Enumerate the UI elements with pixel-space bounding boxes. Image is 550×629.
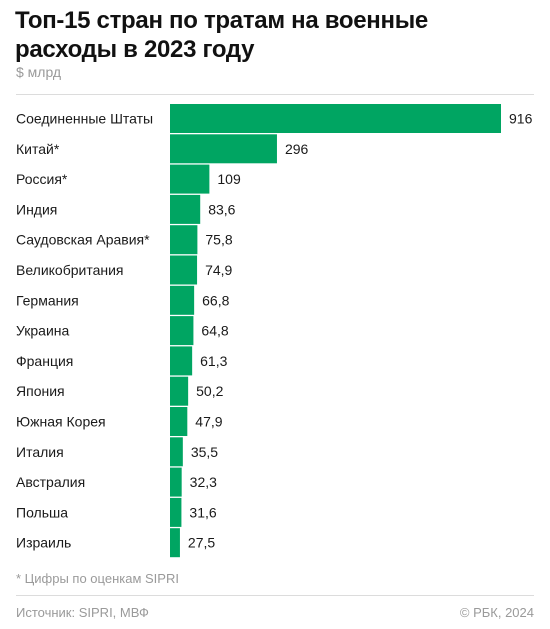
bar	[170, 285, 195, 315]
source-text: Источник: SIPRI, МВФ	[16, 605, 149, 620]
category-label: Израиль	[16, 535, 71, 551]
bar	[170, 346, 193, 376]
bar	[170, 528, 180, 558]
bar	[170, 134, 277, 164]
bar	[170, 104, 501, 133]
bottom-divider	[16, 595, 534, 596]
bar	[170, 497, 182, 527]
copyright-text: © РБК, 2024	[459, 605, 534, 620]
category-label: Германия	[16, 292, 79, 308]
unit-label: $ млрд	[16, 64, 62, 80]
category-label: Франция	[16, 353, 73, 369]
category-label: Южная Корея	[16, 414, 106, 430]
value-label: 31,6	[189, 504, 216, 520]
category-label: Япония	[16, 383, 65, 399]
bar	[170, 164, 210, 194]
value-label: 916	[509, 111, 533, 127]
category-label: Польша	[16, 504, 68, 520]
value-label: 32,3	[190, 474, 217, 490]
value-label: 64,8	[201, 323, 228, 339]
value-label: 35,5	[191, 444, 218, 460]
category-label: Великобритания	[16, 262, 124, 278]
category-label: Италия	[16, 444, 64, 460]
category-label: Россия*	[16, 171, 68, 187]
value-label: 75,8	[205, 232, 232, 248]
value-label: 66,8	[202, 292, 229, 308]
bar	[170, 407, 188, 436]
bar	[170, 316, 194, 346]
footnote: * Цифры по оценкам SIPRI	[16, 571, 179, 586]
value-label: 50,2	[196, 383, 223, 399]
chart-title: Топ-15 стран по тратам на военные расход…	[15, 7, 428, 63]
bar	[170, 194, 201, 224]
category-label: Австралия	[16, 474, 85, 490]
value-label: 27,5	[188, 535, 215, 551]
bar	[170, 467, 182, 497]
category-label: Украина	[16, 323, 70, 339]
value-label: 47,9	[195, 414, 222, 430]
category-label: Соединенные Штаты	[16, 111, 153, 127]
bar	[170, 255, 198, 285]
bar	[170, 376, 189, 406]
value-label: 83,6	[208, 201, 235, 217]
value-label: 74,9	[205, 262, 232, 278]
bar	[170, 437, 183, 467]
category-label: Китай*	[16, 141, 60, 157]
top-divider	[16, 94, 534, 95]
bar	[170, 225, 198, 255]
category-label: Индия	[16, 201, 57, 217]
value-label: 296	[285, 141, 309, 157]
value-label: 61,3	[200, 353, 227, 369]
value-label: 109	[217, 171, 241, 187]
category-label: Саудовская Аравия*	[16, 232, 150, 248]
